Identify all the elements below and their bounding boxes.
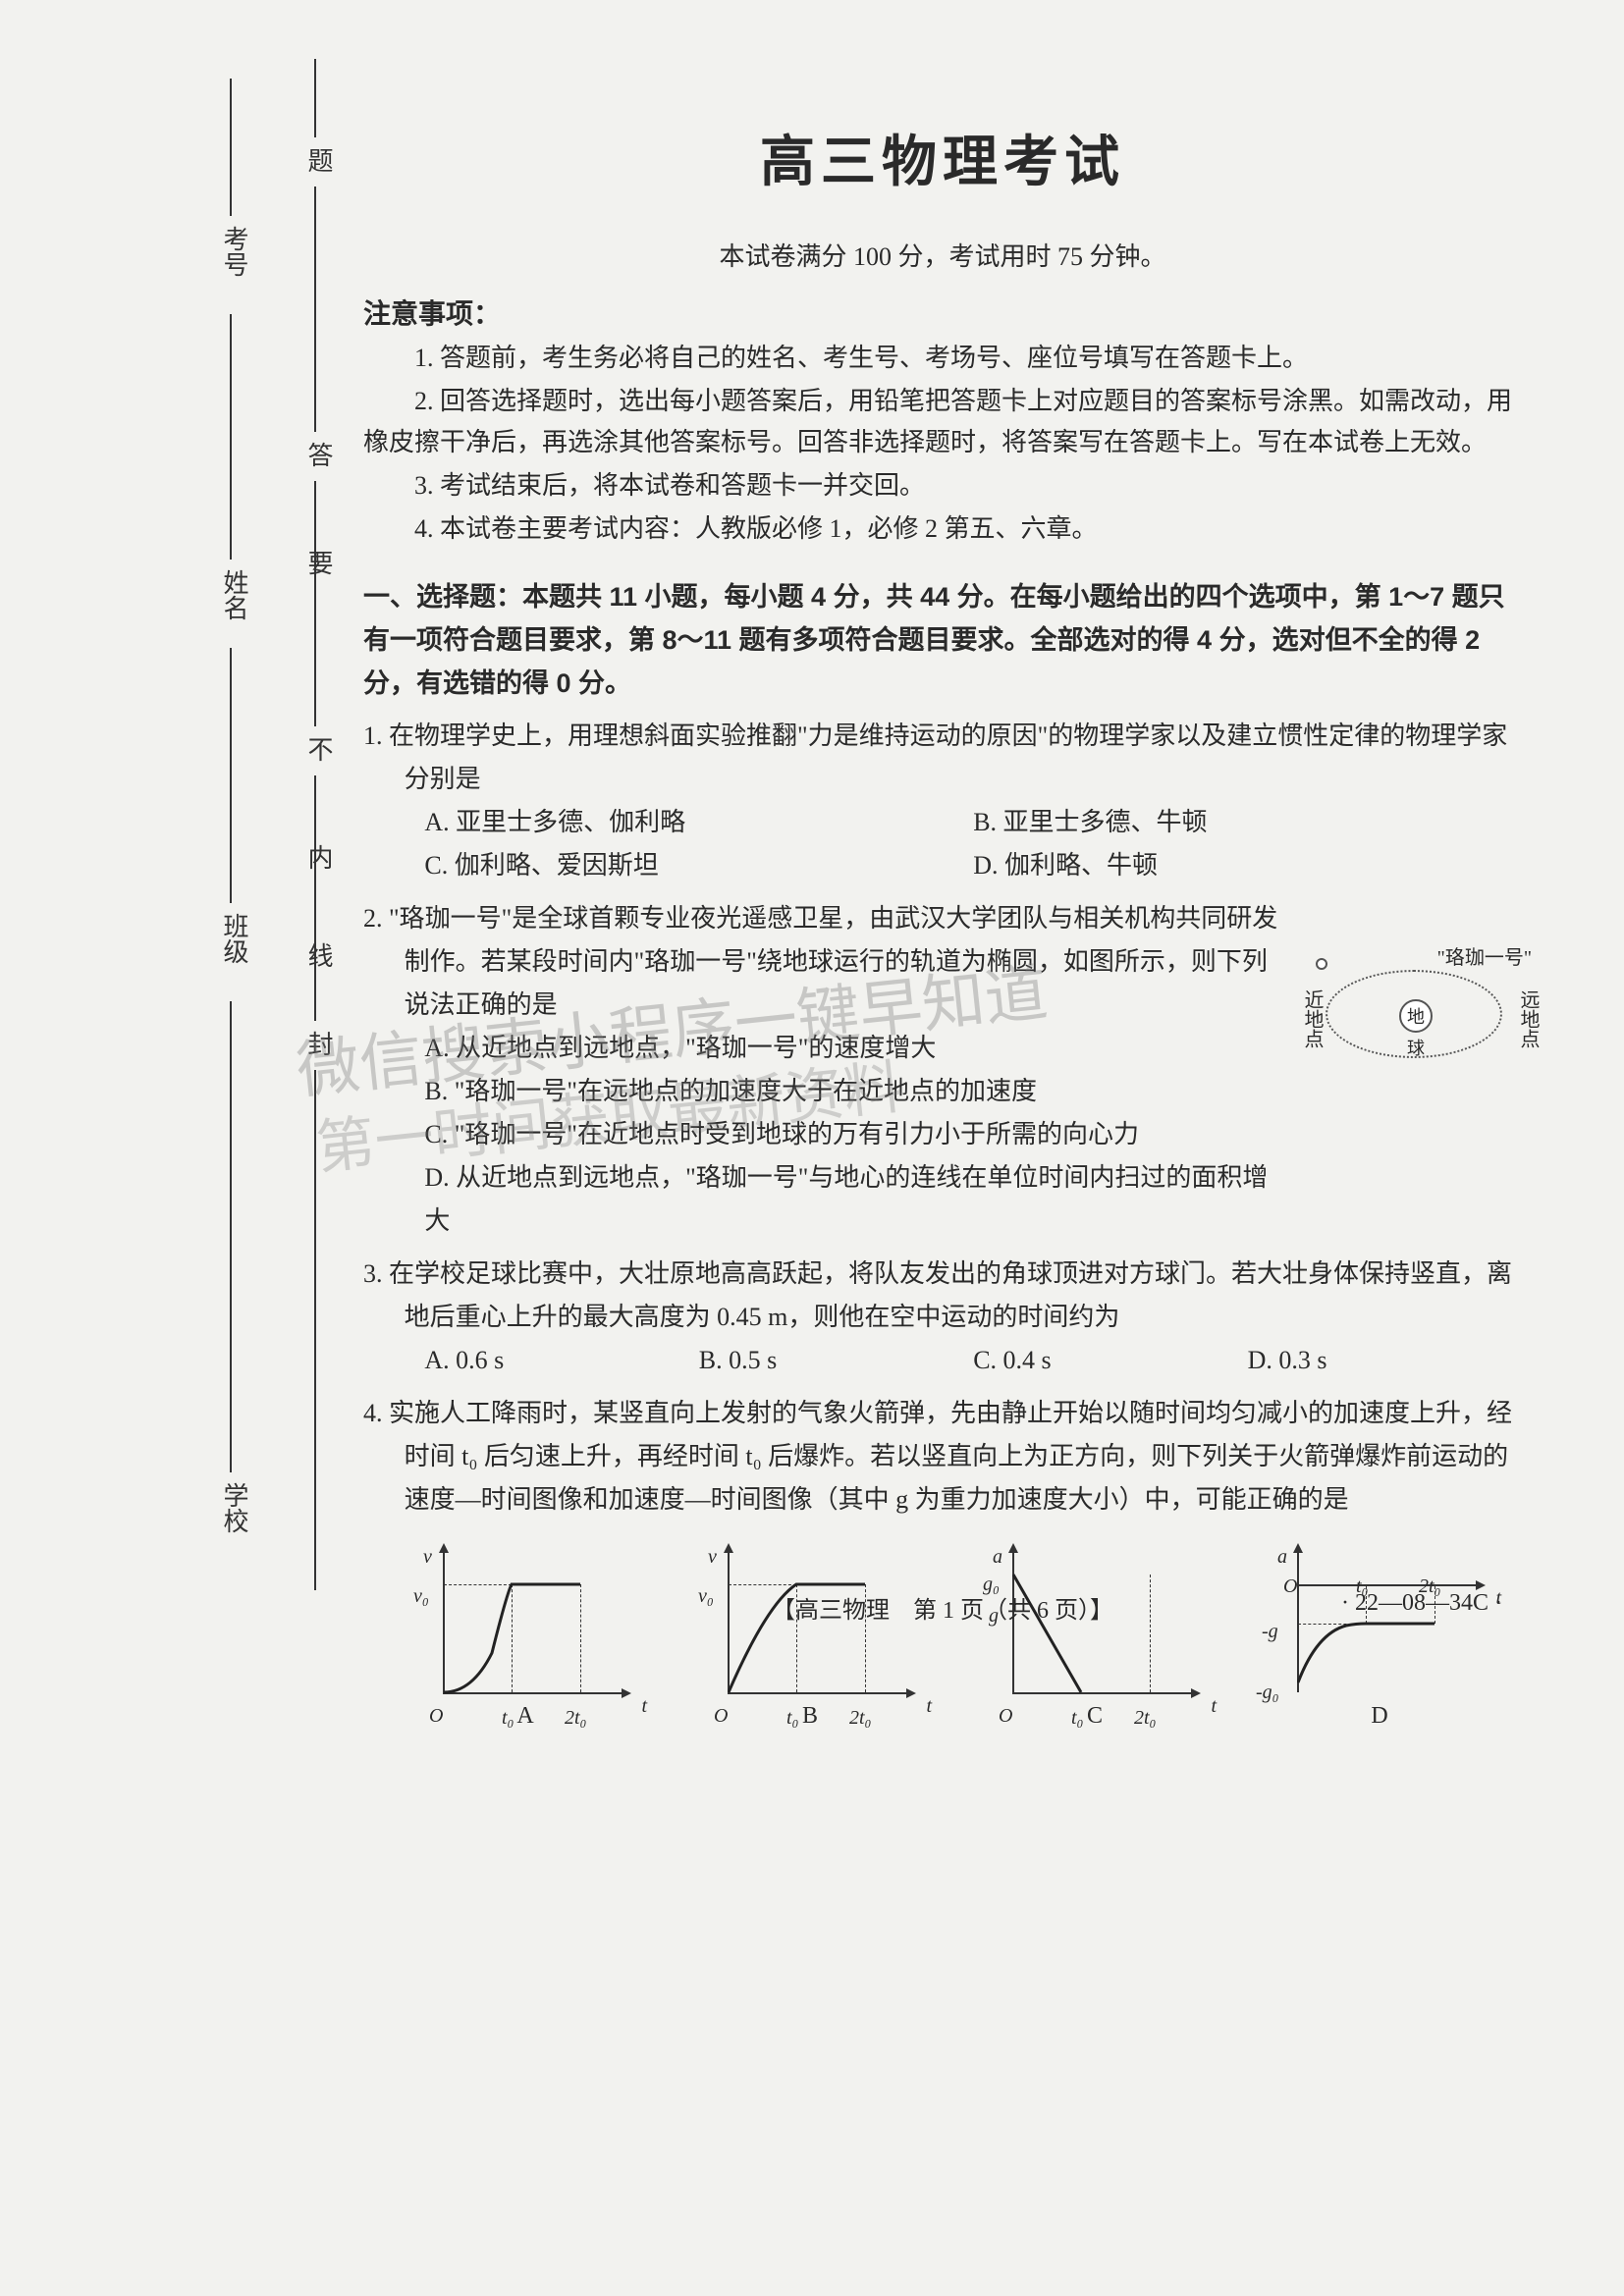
binding-margin: 题 答 要 不 内 线 封 考号 姓名 班级 学校: [196, 59, 334, 1590]
graph-c-caption: C: [977, 1694, 1213, 1737]
exam-title: 高三物理考试: [363, 118, 1522, 197]
section-heading: 一、选择题：本题共 11 小题，每小题 4 分，共 44 分。在每小题给出的四个…: [363, 575, 1522, 705]
q1-option-c: C. 伽利略、爱因斯坦: [424, 844, 973, 887]
q3-option-a: A. 0.6 s: [424, 1339, 698, 1382]
exam-page: 题 答 要 不 内 线 封 考号 姓名 班级 学校 高三物理考试 本试卷满分 1…: [0, 0, 1624, 2296]
near-label: 近地点: [1290, 989, 1333, 1048]
graph-a-caption: A: [407, 1694, 643, 1737]
field-label: 学校: [216, 1482, 252, 1533]
q3-option-d: D. 0.3 s: [1248, 1339, 1522, 1382]
graph-a: v t O v₀ t₀ 2t₀ A: [407, 1535, 643, 1732]
earth-icon: 地球: [1399, 999, 1433, 1033]
q2-option-a: A. 从近地点到远地点，"珞珈一号"的速度增大: [424, 1027, 1286, 1070]
seal-char: 不: [300, 736, 337, 768]
seal-char: 答: [300, 442, 337, 473]
question-4: 4. 实施人工降雨时，某竖直向上发射的气象火箭弹，先由静止开始以随时间均匀减小的…: [363, 1392, 1522, 1732]
seal-char: 线: [300, 942, 337, 974]
sat-label: "珞珈一号": [1437, 936, 1532, 980]
q2-option-c: C. "珞珈一号"在近地点时受到地球的万有引力小于所需的向心力: [424, 1113, 1286, 1156]
content-area: 高三物理考试 本试卷满分 100 分，考试用时 75 分钟。 注意事项： 1. …: [363, 118, 1522, 1732]
question-2: 2. "珞珈一号"是全球首颗专业夜光遥感卫星，由武汉大学团队与相关机构共同研发制…: [363, 897, 1522, 1243]
graph-d-caption: D: [1262, 1694, 1497, 1737]
graph-d: a t O -g -g₀ t₀ 2t₀ D: [1262, 1535, 1497, 1732]
notice-item: 1. 答题前，考生务必将自己的姓名、考生号、考场号、座位号填写在答题卡上。: [363, 338, 1522, 379]
graph-b: v t O v₀ t₀ 2t₀ B: [692, 1535, 928, 1732]
seal-char: 要: [300, 550, 337, 581]
footer-code: · 22—08—34C ·: [1341, 1590, 1502, 1617]
field-label: 姓名: [216, 569, 252, 620]
field-label: 考号: [216, 226, 252, 277]
notice-item: 2. 回答选择题时，选出每小题答案后，用铅笔把答题卡上对应题目的答案标号涂黑。如…: [363, 381, 1522, 463]
field-line: [230, 648, 232, 903]
question-1: 1. 在物理学史上，用理想斜面实验推翻"力是维持运动的原因"的物理学家以及建立惯…: [363, 715, 1522, 887]
exam-subtitle: 本试卷满分 100 分，考试用时 75 分钟。: [363, 237, 1522, 273]
far-label: 远地点: [1506, 989, 1549, 1048]
notice-item: 4. 本试卷主要考试内容：人教版必修 1，必修 2 第五、六章。: [363, 508, 1522, 550]
seal-char: 封: [300, 1031, 337, 1062]
q1-option-a: A. 亚里士多德、伽利略: [424, 801, 973, 844]
field-label: 班级: [216, 913, 252, 964]
q3-option-b: B. 0.5 s: [699, 1339, 973, 1382]
q2-option-d: D. 从近地点到远地点，"珞珈一号"与地心的连线在单位时间内扫过的面积增大: [424, 1156, 1286, 1243]
notice-heading: 注意事项：: [363, 293, 1522, 332]
q3-option-c: C. 0.4 s: [973, 1339, 1247, 1382]
page-footer: 【高三物理 第 1 页（共 6 页）】 · 22—08—34C ·: [363, 1590, 1522, 1625]
q4-stem: 4. 实施人工降雨时，某竖直向上发射的气象火箭弹，先由静止开始以随时间均匀减小的…: [363, 1392, 1522, 1522]
q1-option-b: B. 亚里士多德、牛顿: [973, 801, 1522, 844]
field-line: [230, 79, 232, 216]
notice-item: 3. 考试结束后，将本试卷和答题卡一并交回。: [363, 465, 1522, 507]
question-3: 3. 在学校足球比赛中，大壮原地高高跃起，将队友发出的角球顶进对方球门。若大壮身…: [363, 1253, 1522, 1382]
q1-option-d: D. 伽利略、牛顿: [973, 844, 1522, 887]
graph-b-caption: B: [692, 1694, 928, 1737]
seal-char: 内: [300, 844, 337, 876]
field-line: [230, 314, 232, 560]
graph-a-yaxis: v: [423, 1535, 432, 1578]
q2-option-b: B. "珞珈一号"在远地点的加速度大于在近地点的加速度: [424, 1070, 1286, 1113]
q2-figure: 地球 "珞珈一号" 近地点 远地点: [1306, 940, 1532, 1088]
q4-graphs: v t O v₀ t₀ 2t₀ A v: [363, 1535, 1522, 1732]
q1-stem: 1. 在物理学史上，用理想斜面实验推翻"力是维持运动的原因"的物理学家以及建立惯…: [363, 715, 1522, 801]
seal-char: 题: [300, 147, 337, 179]
graph-c: a t O g₀ g t₀ 2t₀ C: [977, 1535, 1213, 1732]
satellite-icon: [1316, 958, 1327, 970]
field-line: [230, 1001, 232, 1472]
graph-b-yaxis: v: [708, 1535, 717, 1578]
q3-stem: 3. 在学校足球比赛中，大壮原地高高跃起，将队友发出的角球顶进对方球门。若大壮身…: [363, 1253, 1522, 1339]
